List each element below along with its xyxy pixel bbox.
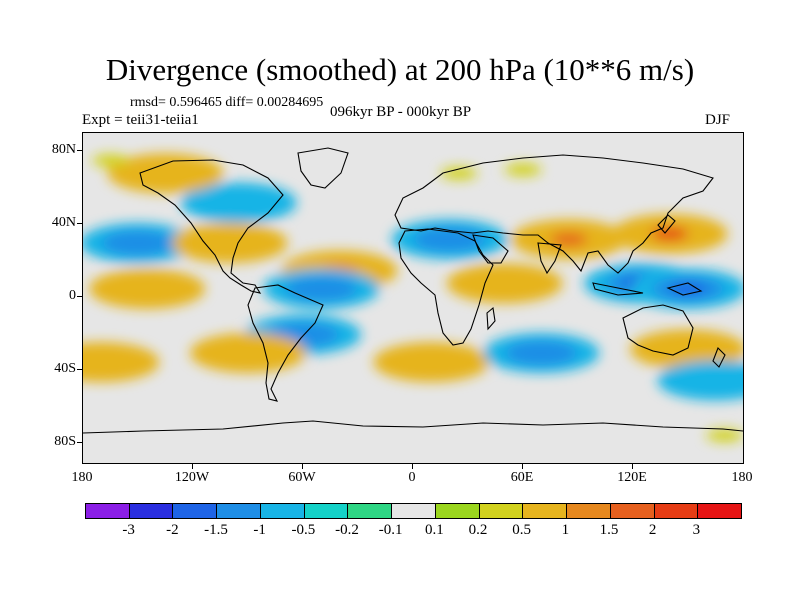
colorbar-label: 1.5 bbox=[599, 522, 619, 538]
x-tick bbox=[522, 463, 523, 469]
divergence-blob bbox=[83, 342, 160, 383]
colorbar-swatch bbox=[698, 504, 742, 518]
colorbar bbox=[85, 503, 742, 519]
divergence-blob bbox=[504, 163, 542, 177]
divergence-blob bbox=[128, 282, 166, 296]
divergence-blob bbox=[284, 328, 322, 342]
x-tick-label: 0 bbox=[408, 470, 416, 485]
divergence-blob bbox=[706, 429, 743, 442]
divergence-blob bbox=[550, 232, 588, 246]
x-tick bbox=[302, 463, 303, 469]
x-tick-label: 120E bbox=[617, 470, 647, 485]
y-tick bbox=[77, 296, 83, 297]
colorbar-swatch bbox=[217, 504, 261, 518]
colorbar-label: -0.5 bbox=[291, 522, 316, 538]
divergence-blob bbox=[146, 166, 185, 180]
colorbar-swatch bbox=[610, 504, 655, 518]
y-tick-label: 80N bbox=[51, 142, 76, 157]
divergence-blob bbox=[83, 355, 120, 369]
divergence-blob bbox=[211, 236, 249, 250]
divergence-blob bbox=[486, 276, 524, 290]
x-tick bbox=[412, 463, 413, 469]
x-tick-label: 60W bbox=[288, 470, 316, 485]
colorbar-swatch bbox=[260, 504, 305, 518]
colorbar-swatch bbox=[523, 504, 568, 518]
colorbar-swatch bbox=[567, 504, 611, 518]
colorbar-label: 0.2 bbox=[468, 522, 488, 538]
y-tick bbox=[77, 442, 83, 443]
divergence-blob bbox=[431, 232, 469, 246]
divergence-blob bbox=[440, 166, 478, 180]
stats-text: rmsd= 0.596465 diff= 0.00284695 bbox=[130, 95, 324, 110]
y-tick bbox=[77, 150, 83, 151]
y-tick-label: 0 bbox=[69, 288, 76, 303]
colorbar-swatch bbox=[392, 504, 436, 518]
colorbar-swatch bbox=[348, 504, 393, 518]
colorbar-swatch bbox=[173, 504, 218, 518]
divergence-blob bbox=[651, 227, 689, 241]
period-label: 096kyr BP - 000kyr BP bbox=[330, 104, 472, 120]
season-label: DJF bbox=[705, 112, 731, 128]
colorbar-label: -0.2 bbox=[335, 522, 359, 538]
chart-title: Divergence (smoothed) at 200 hPa (10**6 … bbox=[105, 52, 695, 87]
colorbar-swatch bbox=[304, 504, 349, 518]
colorbar-swatch bbox=[435, 504, 480, 518]
colorbar-swatch bbox=[86, 504, 130, 518]
colorbar-label: -0.1 bbox=[378, 522, 403, 538]
divergence-field bbox=[83, 147, 743, 442]
y-tick-label: 40S bbox=[54, 361, 76, 376]
divergence-blob bbox=[669, 282, 707, 296]
x-tick-label: 120W bbox=[174, 470, 210, 485]
colorbar-label: -1.5 bbox=[204, 522, 228, 538]
divergence-blob bbox=[220, 196, 258, 210]
colorbar-label: 0.5 bbox=[512, 522, 532, 538]
colorbar-swatch bbox=[129, 504, 174, 518]
colorbar-label: -1 bbox=[253, 522, 266, 538]
map-plot-area bbox=[82, 132, 744, 464]
divergence-blob bbox=[696, 374, 735, 387]
divergence-blob bbox=[302, 282, 340, 296]
y-tick-label: 40N bbox=[51, 215, 76, 230]
divergence-blob bbox=[229, 346, 267, 360]
x-tick bbox=[192, 463, 193, 469]
x-tick-label: 180 bbox=[71, 470, 93, 485]
colorbar-label: 1 bbox=[561, 522, 570, 538]
colorbar-label: -2 bbox=[166, 522, 179, 538]
x-tick-label: 180 bbox=[731, 470, 753, 485]
divergence-blob bbox=[522, 346, 560, 360]
divergence-blob bbox=[412, 355, 450, 369]
colorbar-label: 3 bbox=[692, 522, 701, 538]
colorbar-swatch bbox=[479, 504, 524, 518]
y-tick-label: 80S bbox=[54, 434, 76, 449]
colorbar-label: 0.1 bbox=[424, 522, 444, 538]
x-tick bbox=[632, 463, 633, 469]
coastlines bbox=[83, 147, 743, 434]
y-tick bbox=[77, 223, 83, 224]
colorbar-swatch bbox=[654, 504, 699, 518]
y-tick bbox=[77, 369, 83, 370]
divergence-blob bbox=[91, 154, 130, 167]
x-tick-label: 60E bbox=[510, 470, 534, 485]
experiment-label: Expt = teii31-teiia1 bbox=[82, 112, 199, 128]
colorbar-label: 2 bbox=[648, 522, 657, 538]
colorbar-label: -3 bbox=[122, 522, 135, 538]
divergence-blob bbox=[119, 236, 157, 250]
